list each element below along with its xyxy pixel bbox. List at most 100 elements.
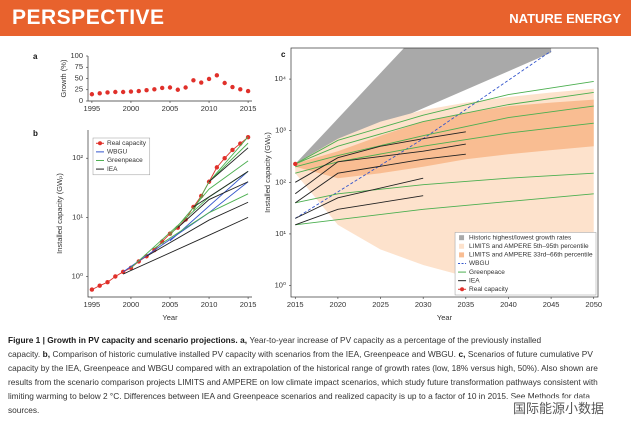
point bbox=[230, 147, 235, 153]
point bbox=[128, 89, 134, 94]
caption-segment: a, bbox=[240, 335, 248, 345]
x-tick-label: 2000 bbox=[123, 104, 140, 113]
x-tick-label: 2020 bbox=[330, 300, 347, 309]
legend-marker bbox=[98, 141, 102, 146]
point bbox=[214, 165, 220, 170]
plot-area bbox=[89, 73, 251, 97]
series-line bbox=[208, 136, 249, 183]
point bbox=[238, 87, 243, 92]
x-tick-label: 2010 bbox=[201, 104, 218, 113]
point bbox=[206, 76, 212, 82]
y-tick-label: 10⁰ bbox=[72, 271, 83, 280]
legend-swatch bbox=[459, 252, 465, 258]
caption-segment: Comparison of historic cumulative instal… bbox=[52, 349, 456, 359]
y-tick-label: 25 bbox=[75, 85, 83, 94]
point bbox=[105, 90, 110, 95]
point bbox=[136, 88, 141, 94]
point bbox=[222, 156, 227, 161]
x-tick-label: 1995 bbox=[84, 300, 101, 309]
series-line bbox=[295, 131, 466, 183]
legend-label: Greenpeace bbox=[469, 269, 505, 276]
y-axis-label: Installed capacity (GWₚ) bbox=[263, 132, 272, 213]
plot-area bbox=[89, 134, 251, 292]
series-line bbox=[295, 80, 594, 165]
y-tick-label: 10² bbox=[275, 177, 286, 186]
caption-segment: c, bbox=[458, 349, 466, 359]
point bbox=[144, 88, 149, 93]
legend-label: IEA bbox=[469, 277, 480, 284]
point bbox=[222, 80, 227, 86]
x-tick-label: 2000 bbox=[123, 300, 140, 309]
y-tick-label: 100 bbox=[70, 51, 83, 60]
band bbox=[295, 99, 594, 179]
point bbox=[167, 231, 173, 236]
header-bar: PERSPECTIVE NATURE ENERGY bbox=[0, 0, 631, 36]
y-tick-label: 10⁰ bbox=[275, 281, 286, 290]
legend-label: LIMITS and AMPERE 33rd–66th percentile bbox=[469, 252, 593, 259]
x-tick-label: 2040 bbox=[500, 300, 517, 309]
y-tick-label: 10² bbox=[72, 153, 83, 162]
legend-label: Real capacity bbox=[107, 140, 147, 147]
panel-label: c bbox=[281, 50, 286, 59]
series-line bbox=[295, 153, 466, 204]
legend-label: WBGU bbox=[107, 149, 128, 156]
series-line bbox=[146, 201, 249, 257]
point bbox=[191, 78, 196, 83]
legend-box bbox=[454, 232, 597, 296]
legend: Historic highest/lowest growth rates LIMI… bbox=[454, 232, 597, 296]
series-line bbox=[295, 92, 594, 165]
x-tick-label: 2005 bbox=[162, 104, 179, 113]
legend-marker bbox=[460, 287, 465, 292]
point bbox=[175, 87, 181, 92]
x-tick-label: 2045 bbox=[543, 300, 560, 309]
y-tick-label: 10⁴ bbox=[274, 74, 286, 83]
caption-segment: b, bbox=[42, 349, 50, 359]
plot-frame bbox=[290, 47, 599, 298]
x-tick-label: 2050 bbox=[585, 300, 602, 309]
point bbox=[152, 87, 157, 92]
point bbox=[159, 85, 165, 91]
series-line bbox=[154, 193, 249, 249]
point bbox=[214, 73, 220, 78]
axes bbox=[87, 130, 252, 298]
x-tick-label: 2025 bbox=[372, 300, 389, 309]
series-line bbox=[208, 147, 249, 183]
point bbox=[293, 161, 298, 167]
point bbox=[245, 88, 251, 94]
x-axis-label: Year bbox=[437, 313, 453, 322]
point bbox=[167, 85, 173, 90]
x-tick-label: 2010 bbox=[201, 300, 218, 309]
series-line bbox=[295, 105, 594, 168]
x-tick-label: 1995 bbox=[84, 104, 101, 113]
x-axis-label: Year bbox=[162, 313, 178, 322]
point bbox=[113, 274, 118, 279]
series-line bbox=[130, 170, 249, 269]
watermark: 国际能源小数据 bbox=[510, 398, 608, 417]
caption-segment: Figure 1 | Growth in PV capacity and sce… bbox=[8, 335, 238, 345]
section-title: PERSPECTIVE bbox=[12, 6, 165, 29]
series-line bbox=[177, 181, 249, 228]
journal-name: NATURE ENERGY bbox=[509, 11, 621, 26]
y-tick-label: 10¹ bbox=[275, 229, 286, 238]
point bbox=[105, 280, 110, 285]
legend-rows: Historic highest/lowest growth rates LIMI… bbox=[458, 234, 593, 293]
series-line bbox=[169, 160, 249, 236]
x-tick-label: 2035 bbox=[457, 300, 474, 309]
x-tick-label: 2005 bbox=[162, 300, 179, 309]
point bbox=[113, 89, 118, 95]
y-axis-label: Installed capacity (GWₚ) bbox=[55, 173, 64, 254]
series-line bbox=[295, 195, 424, 226]
panel-label: b bbox=[33, 129, 38, 138]
point bbox=[183, 85, 188, 90]
x-tick-label: 2015 bbox=[240, 104, 257, 113]
legend-label: LIMITS and AMPERE 5th–95th percentile bbox=[469, 243, 589, 250]
caption-segment: Scenarios of future cumulative PV capaci… bbox=[8, 349, 598, 415]
series-line bbox=[122, 216, 249, 275]
caption: Figure 1 | Growth in PV capacity and sce… bbox=[8, 333, 624, 417]
y-tick-label: 75 bbox=[75, 62, 83, 71]
y-axis-label: Growth (%) bbox=[59, 59, 68, 97]
point bbox=[97, 91, 102, 96]
